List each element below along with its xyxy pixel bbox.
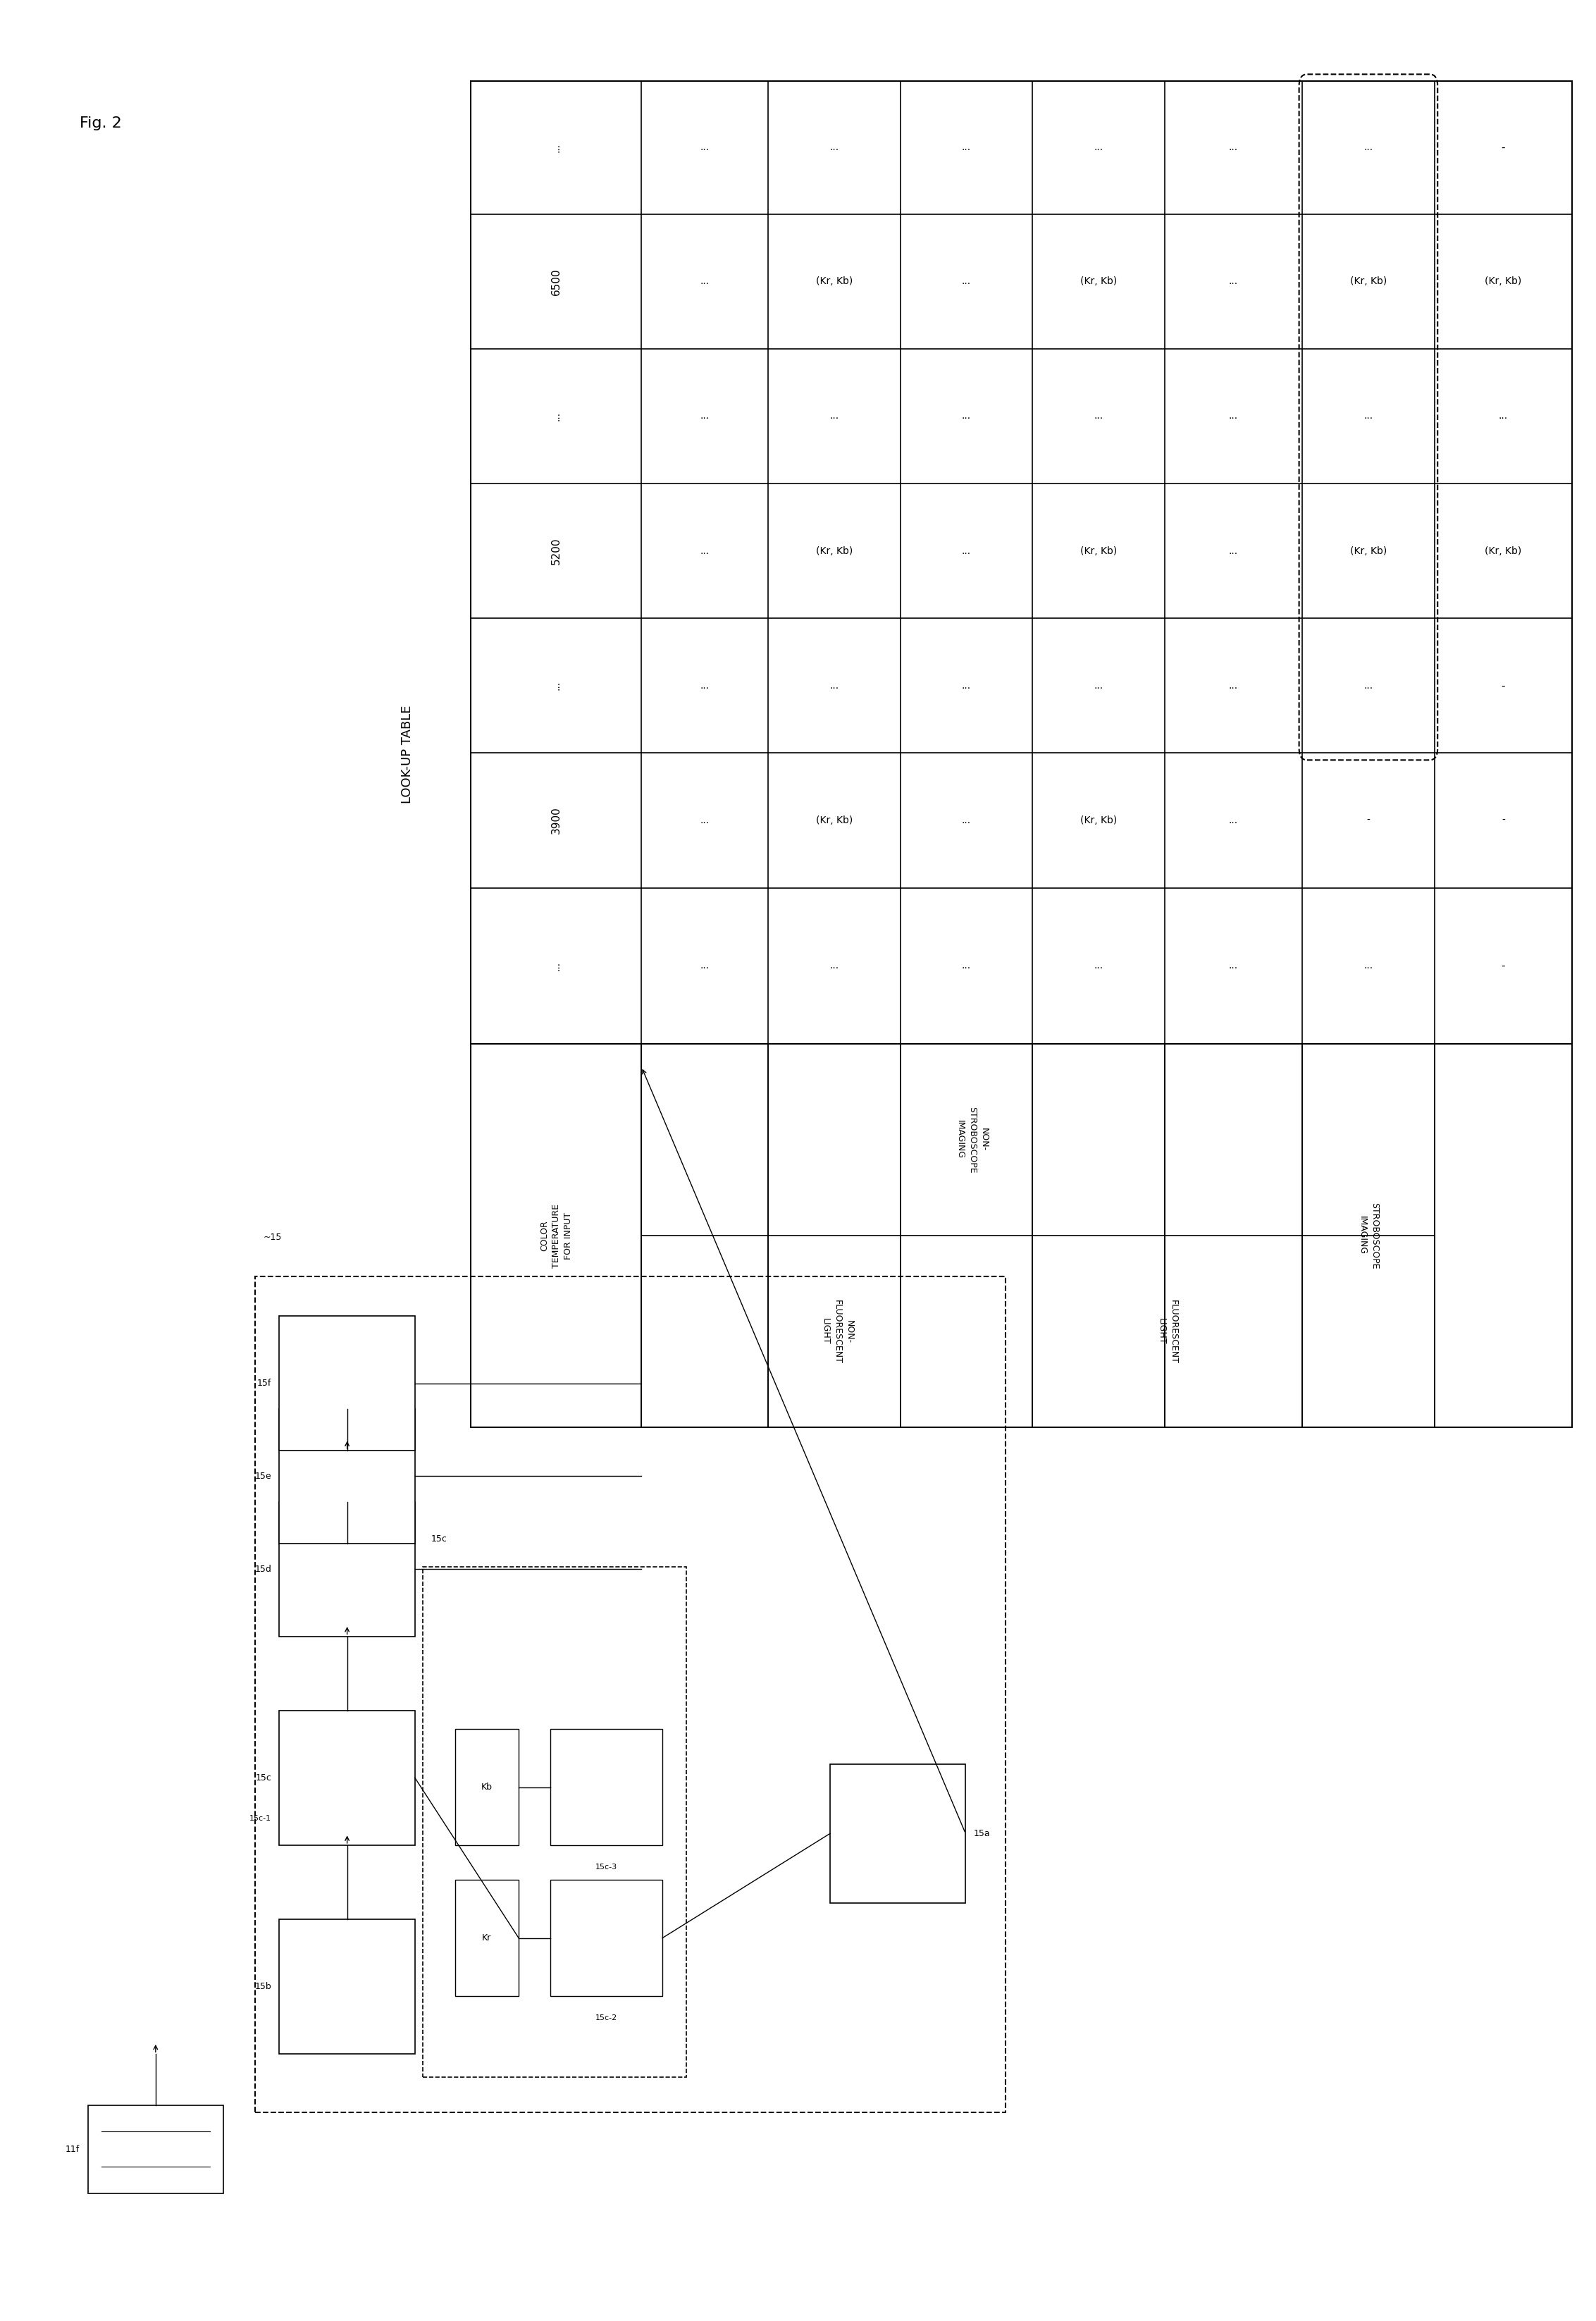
Text: 3900: 3900 <box>551 808 562 833</box>
Text: ...: ... <box>701 680 710 692</box>
Text: (Kr, Kb): (Kr, Kb) <box>1080 815 1117 826</box>
Text: ...: ... <box>701 276 710 285</box>
Text: ...: ... <box>962 680 970 692</box>
Text: ...: ... <box>1229 680 1238 692</box>
Text: 5200: 5200 <box>551 538 562 564</box>
Text: 6500: 6500 <box>551 267 562 295</box>
Text: ...: ... <box>962 411 970 420</box>
Text: ...: ... <box>701 142 710 153</box>
Bar <box>279 1919 415 2054</box>
Text: NON-
FLUORESCENT
LIGHT: NON- FLUORESCENT LIGHT <box>820 1300 854 1362</box>
Text: 15c-1: 15c-1 <box>249 1815 271 1822</box>
Text: 15a: 15a <box>974 1829 990 1838</box>
Text: ...: ... <box>1229 545 1238 555</box>
Text: -: - <box>1502 815 1505 826</box>
Text: (Kr, Kb): (Kr, Kb) <box>816 815 852 826</box>
Text: LOOK-UP TABLE: LOOK-UP TABLE <box>401 706 413 803</box>
Text: Fig. 2: Fig. 2 <box>80 116 121 130</box>
Text: 15b: 15b <box>255 1982 271 1991</box>
Text: -: - <box>1502 961 1505 970</box>
Text: ...: ... <box>1363 961 1373 970</box>
Bar <box>255 1277 1005 2112</box>
Text: ...: ... <box>1229 142 1238 153</box>
Text: ...: ... <box>1229 411 1238 420</box>
Text: (Kr, Kb): (Kr, Kb) <box>1080 545 1117 555</box>
Text: (Kr, Kb): (Kr, Kb) <box>1484 545 1521 555</box>
Text: ...: ... <box>830 142 839 153</box>
Text: NON-
STROBOSCOPE
IMAGING: NON- STROBOSCOPE IMAGING <box>956 1107 988 1172</box>
Text: ...: ... <box>551 411 562 420</box>
Bar <box>455 1880 519 1996</box>
Text: Kr: Kr <box>482 1933 492 1943</box>
Text: -: - <box>1502 142 1505 153</box>
Text: -: - <box>1502 680 1505 692</box>
Text: ...: ... <box>962 545 970 555</box>
Text: 15f: 15f <box>257 1379 271 1388</box>
Text: ...: ... <box>1363 411 1373 420</box>
Text: ...: ... <box>701 961 710 970</box>
Bar <box>423 1567 686 2077</box>
Bar <box>551 1880 662 1996</box>
Bar <box>830 1764 966 1903</box>
Bar <box>551 1729 662 1845</box>
Text: ...: ... <box>701 545 710 555</box>
Text: ...: ... <box>962 815 970 826</box>
Text: ...: ... <box>701 815 710 826</box>
Text: (Kr, Kb): (Kr, Kb) <box>816 545 852 555</box>
Bar <box>279 1502 415 1636</box>
Text: ...: ... <box>551 961 562 970</box>
Text: 15d: 15d <box>254 1564 271 1574</box>
Text: ...: ... <box>1229 276 1238 285</box>
Text: Kb: Kb <box>480 1783 493 1792</box>
Text: ...: ... <box>962 142 970 153</box>
Text: ...: ... <box>1093 961 1103 970</box>
Text: -: - <box>1366 815 1369 826</box>
Bar <box>279 1316 415 1451</box>
Text: ...: ... <box>551 144 562 153</box>
Text: ...: ... <box>830 411 839 420</box>
Text: (Kr, Kb): (Kr, Kb) <box>1350 276 1387 285</box>
Text: ~15: ~15 <box>263 1232 282 1242</box>
Text: ...: ... <box>830 680 839 692</box>
Text: ...: ... <box>1093 680 1103 692</box>
Text: ...: ... <box>1229 961 1238 970</box>
Text: ...: ... <box>701 411 710 420</box>
Text: (Kr, Kb): (Kr, Kb) <box>816 276 852 285</box>
Text: ...: ... <box>1093 411 1103 420</box>
Text: (Kr, Kb): (Kr, Kb) <box>1080 276 1117 285</box>
Text: ...: ... <box>551 680 562 689</box>
Text: 15c-2: 15c-2 <box>595 2015 618 2022</box>
Text: 15c: 15c <box>431 1534 447 1543</box>
Text: ...: ... <box>1499 411 1508 420</box>
Text: (Kr, Kb): (Kr, Kb) <box>1350 545 1387 555</box>
Text: ...: ... <box>1363 142 1373 153</box>
Text: COLOR
TEMPERATURE
FOR INPUT: COLOR TEMPERATURE FOR INPUT <box>539 1205 573 1267</box>
Text: (Kr, Kb): (Kr, Kb) <box>1484 276 1521 285</box>
Bar <box>279 1409 415 1543</box>
Text: 15c-3: 15c-3 <box>595 1864 618 1871</box>
Text: 15c: 15c <box>255 1773 271 1783</box>
Text: STROBOSCOPE
IMAGING: STROBOSCOPE IMAGING <box>1358 1202 1379 1270</box>
Bar <box>471 81 1572 1427</box>
Bar <box>88 2105 223 2193</box>
Bar <box>279 1711 415 1845</box>
Text: ...: ... <box>962 961 970 970</box>
Bar <box>455 1729 519 1845</box>
Text: ...: ... <box>1363 680 1373 692</box>
Text: ...: ... <box>962 276 970 285</box>
Text: ...: ... <box>1093 142 1103 153</box>
Text: ...: ... <box>830 961 839 970</box>
Text: ...: ... <box>1229 815 1238 826</box>
Text: 11f: 11f <box>65 2145 80 2154</box>
Text: FLUORESCENT
LIGHT: FLUORESCENT LIGHT <box>1157 1300 1178 1362</box>
Text: 15e: 15e <box>255 1472 271 1481</box>
